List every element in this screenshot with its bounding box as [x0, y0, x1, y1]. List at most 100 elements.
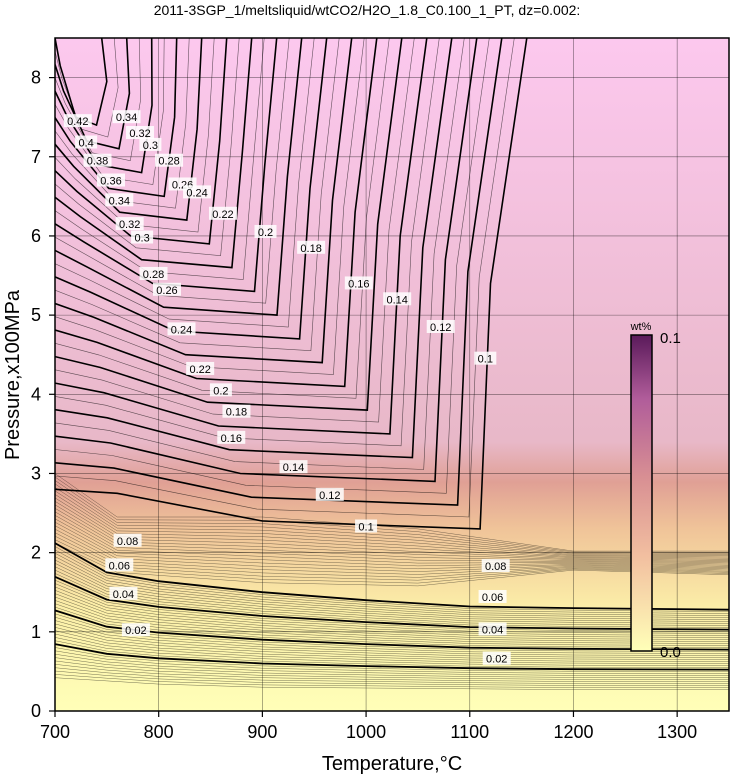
- colorbar: wt% 0.1 0.0: [630, 321, 681, 661]
- contour-label: 0.16: [344, 276, 373, 290]
- contour-label-text: 0.22: [212, 209, 233, 221]
- contour-label: 0.04: [109, 586, 138, 601]
- contour-line: [55, 590, 729, 638]
- contour-label: 0.34: [112, 110, 141, 124]
- contour-label: 0.3: [139, 137, 162, 152]
- contour-label: 0.12: [426, 319, 455, 334]
- contour-label-text: 0.22: [189, 364, 210, 376]
- contour-line: [55, 650, 729, 674]
- contour-label-text: 0.12: [430, 322, 451, 334]
- contour-label-text: 0.34: [116, 112, 137, 124]
- contour-label-text: 0.06: [109, 560, 130, 572]
- contour-label-bg: [139, 137, 162, 151]
- contour-label-text: 0.28: [143, 269, 164, 281]
- x-axis-ticks: 700 800 900 1000 1100 1200 1300: [40, 711, 697, 742]
- contour-line: [55, 504, 729, 563]
- contour-line: [55, 501, 729, 561]
- contour-line: [55, 38, 240, 257]
- contour-label-text: 0.08: [117, 536, 138, 548]
- grid-lines: [55, 38, 729, 711]
- contour-label-bg: [209, 383, 232, 397]
- contour-label: 0.18: [297, 240, 326, 255]
- contour-line: [55, 511, 729, 565]
- contour-line: [55, 664, 729, 682]
- contour-label-bg: [478, 622, 507, 636]
- x-tick-label: 1000: [346, 722, 386, 742]
- contour-label-bg: [167, 322, 196, 336]
- contour-line: [55, 596, 729, 642]
- contour-label-text: 0.32: [129, 128, 150, 140]
- contour-label-bg: [63, 114, 92, 128]
- plot-frame: [54, 37, 730, 712]
- contour-label: 0.22: [186, 361, 215, 376]
- contour-label-bg: [222, 404, 251, 418]
- contour-label-text: 0.3: [134, 233, 149, 245]
- contour-label-text: 0.36: [100, 176, 121, 188]
- contour-label-bg: [83, 153, 112, 167]
- contour-label-text: 0.18: [226, 407, 247, 419]
- contour-line: [55, 38, 190, 209]
- y-tick-label: 7: [31, 147, 41, 167]
- contour-label: 0.34: [105, 193, 134, 207]
- contour-line: [55, 546, 729, 612]
- contour-label-text: 0.02: [125, 625, 146, 637]
- contour-label: 0.08: [481, 559, 510, 573]
- plot-background: [55, 38, 729, 711]
- contour-line: [55, 633, 729, 664]
- contour-label: 0.22: [208, 206, 237, 221]
- x-tick-label: 1300: [657, 722, 697, 742]
- contour-label-bg: [254, 224, 277, 238]
- contour-label-bg: [279, 460, 308, 474]
- major-contour-line: [55, 575, 729, 631]
- contour-line: [55, 38, 490, 494]
- major-contour-line: [55, 38, 403, 411]
- x-tick-label: 1100: [450, 722, 489, 742]
- contour-line: [55, 647, 729, 672]
- contour-label-bg: [183, 185, 212, 199]
- contour-label-bg: [112, 110, 141, 124]
- contour-label: 0.28: [155, 153, 184, 168]
- contour-line: [55, 518, 729, 567]
- major-contour-line: [55, 38, 478, 483]
- contour-label-bg: [426, 319, 455, 333]
- contour-label-text: 0.14: [386, 294, 407, 306]
- contour-line: [55, 38, 465, 470]
- contour-line: [55, 640, 729, 668]
- major-contour-line: [55, 542, 729, 611]
- major-contour-line: [55, 38, 378, 388]
- major-contour-line: [55, 643, 729, 671]
- major-contour-line: [55, 38, 428, 435]
- contour-label-text: 0.18: [300, 243, 321, 255]
- contour-label-bg: [297, 240, 326, 254]
- contour-line: [55, 613, 729, 652]
- contour-label-text: 0.32: [119, 219, 140, 231]
- contour-line: [55, 657, 729, 678]
- contour-label: 0.02: [121, 623, 150, 637]
- contour-label-bg: [478, 589, 507, 603]
- contour-label: 0.4: [75, 135, 98, 150]
- contour-label-text: 0.12: [319, 490, 340, 502]
- contour-label-text: 0.06: [482, 592, 503, 604]
- contour-line: [55, 660, 729, 680]
- contour-line: [55, 490, 729, 558]
- contour-label-text: 0.3: [143, 140, 158, 152]
- contour-label-text: 0.26: [156, 285, 177, 297]
- y-axis-title: Pressure,x100MPa: [2, 289, 24, 460]
- contour-line: [55, 38, 215, 233]
- x-tick-label: 1200: [553, 722, 593, 742]
- contour-label: 0.24: [167, 322, 196, 336]
- y-tick-label: 0: [31, 701, 41, 721]
- contour-line: [55, 487, 729, 557]
- major-contour-line: [55, 38, 278, 293]
- chart-title: 2011-3SGP_1/meltsliquid/wtCO2/H2O_1.8_C0…: [154, 2, 581, 18]
- contour-label: 0.2: [254, 224, 277, 239]
- contour-label-text: 0.1: [478, 354, 493, 366]
- colorbar-gradient: [630, 334, 653, 652]
- major-contour-line: [55, 38, 203, 221]
- contour-line: [55, 556, 729, 618]
- contour-line: [55, 677, 729, 690]
- contour-line: [55, 38, 265, 280]
- contour-line: [55, 483, 729, 555]
- contour-label: 0.02: [482, 651, 511, 666]
- contour-label: 0.32: [126, 126, 155, 140]
